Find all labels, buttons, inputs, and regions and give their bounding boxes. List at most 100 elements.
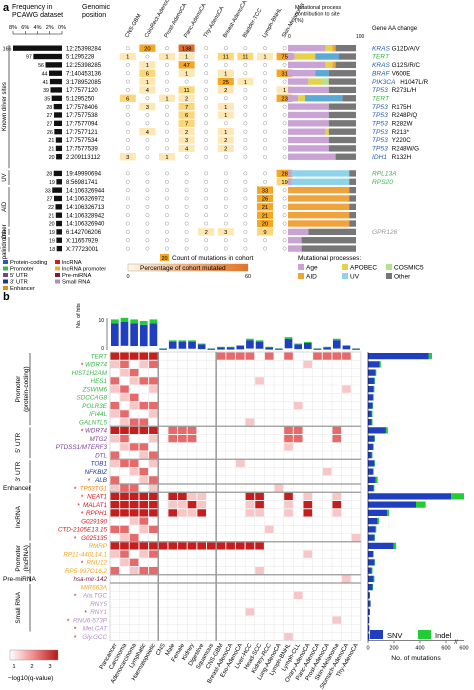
process-segment — [288, 86, 329, 94]
zero-marker — [204, 138, 209, 142]
zero-marker — [223, 188, 228, 193]
matrix-cell — [149, 492, 158, 500]
matrix-cell — [110, 525, 120, 533]
zero-marker — [243, 46, 248, 51]
significance-star: * — [74, 536, 77, 543]
process-segment — [288, 245, 302, 252]
mutation-bar-snv — [368, 551, 374, 558]
count-value: 4 — [146, 130, 150, 136]
matrix-cell — [149, 385, 158, 393]
process-segment — [339, 53, 356, 60]
zero-marker — [223, 121, 228, 126]
freq-bar — [53, 170, 62, 177]
matrix-cell — [149, 377, 158, 385]
q-legend-tick: 1 — [12, 664, 15, 670]
matrix-cell — [178, 542, 187, 550]
matrix-cell — [139, 476, 149, 484]
matrix-cell — [110, 426, 120, 434]
count-value: 1 — [126, 55, 129, 61]
matrix-cell — [332, 509, 342, 517]
count-cell — [198, 228, 215, 236]
freq-value: 44 — [42, 71, 48, 77]
matrix-cell — [149, 426, 158, 434]
count-cell — [276, 52, 293, 61]
aa-change: R282W — [392, 121, 413, 128]
zero-marker — [184, 238, 189, 243]
matrix-cell — [139, 525, 149, 533]
matrix-cell — [139, 377, 149, 385]
element-label: Ala.TGC — [82, 593, 108, 600]
zero-marker — [184, 246, 189, 251]
zero-marker — [204, 171, 209, 176]
zero-marker — [263, 129, 267, 134]
element-label: NEAT1 — [87, 494, 107, 501]
q-legend-tick: 2 — [30, 664, 33, 670]
element-label: Gly.GCC — [82, 634, 107, 641]
process-segment — [288, 145, 329, 152]
matrix-cell — [139, 468, 149, 476]
zero-marker — [282, 238, 287, 243]
process-segment — [349, 170, 356, 177]
zero-marker — [223, 196, 228, 201]
element-legend-label: 3' UTR — [10, 280, 28, 286]
count-cell — [178, 102, 195, 111]
element-legend-label: Promoter — [10, 267, 34, 273]
matrix-cell — [187, 426, 197, 434]
process-segment — [342, 95, 356, 102]
process-legend-swatch — [342, 264, 348, 270]
zero-marker — [223, 179, 228, 184]
gene-name: TP53 — [372, 121, 388, 128]
pct-legend-bar — [127, 263, 249, 272]
freq-value: 27 — [47, 122, 53, 128]
freq-bar — [49, 70, 62, 76]
process-segment — [349, 220, 356, 227]
mutation-tick-label: 0 — [366, 645, 369, 651]
matrix-cell — [129, 393, 139, 401]
zero-marker — [145, 138, 150, 142]
count-cell — [178, 136, 195, 144]
zero-marker — [282, 113, 287, 117]
matrix-cell — [197, 542, 206, 550]
matrix-cell — [187, 542, 197, 550]
count-cell — [217, 111, 234, 119]
matrix-cell — [187, 501, 197, 509]
element-legend-swatch — [55, 273, 60, 277]
hits-bar-snv — [294, 344, 302, 350]
matrix-cell — [110, 385, 120, 393]
significance-star: * — [81, 511, 84, 518]
hits-bar-snv — [207, 348, 216, 350]
count-value: 1 — [165, 96, 168, 102]
freq-value: 28 — [46, 172, 52, 178]
zero-marker — [184, 154, 189, 159]
count-cell — [276, 69, 293, 77]
process-segment — [328, 103, 356, 110]
zero-marker — [145, 229, 150, 234]
count-value: 1 — [283, 88, 286, 94]
matrix-cell — [139, 509, 149, 517]
matrix-cell — [149, 435, 158, 443]
freq-value: 21 — [48, 213, 54, 219]
zero-marker — [145, 96, 150, 101]
matrix-cell — [120, 509, 129, 517]
zero-marker — [282, 62, 287, 67]
matrix-cell — [207, 542, 216, 550]
matrix-cell — [129, 377, 139, 385]
matrix-cell — [342, 575, 351, 583]
zero-marker — [243, 113, 248, 117]
count-cell — [139, 77, 156, 86]
mutation-bar-snv — [368, 377, 375, 384]
count-cell — [119, 153, 136, 161]
indel-legend-swatch — [418, 630, 431, 639]
count-cell — [178, 128, 195, 136]
count-value: 21 — [262, 205, 268, 211]
freq-bar — [56, 154, 62, 160]
hits-bar-indel — [342, 345, 351, 346]
matrix-cell — [139, 426, 149, 434]
matrix-cell — [129, 492, 139, 500]
process-legend-label: AID — [306, 274, 317, 281]
zero-marker — [145, 113, 150, 117]
tissue-header: Bladder-TCC — [242, 8, 264, 39]
snv-legend-label: SNV — [387, 631, 402, 640]
group-label: Pre-miRNA — [3, 576, 37, 583]
count-value: 19 — [281, 180, 287, 186]
